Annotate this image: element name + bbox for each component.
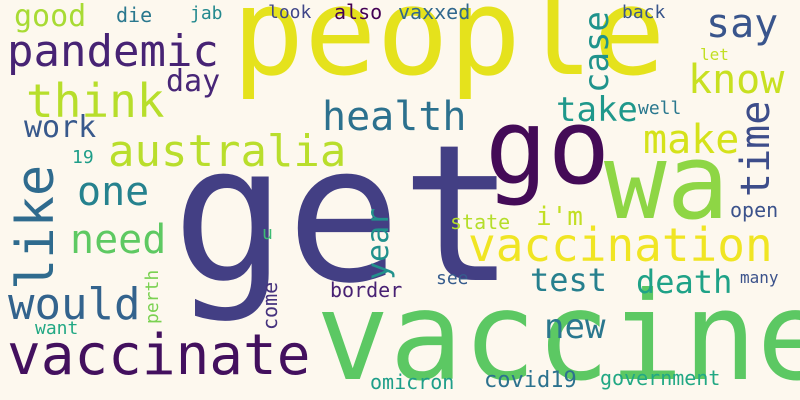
word-covid19: covid19 (484, 368, 577, 393)
word-u: u (262, 223, 273, 244)
word-people: people (232, 0, 666, 103)
word-also: also (334, 0, 383, 24)
word-wa: wa (604, 121, 730, 243)
word-see: see (436, 268, 469, 289)
word-get: get (172, 104, 516, 325)
word-day: day (166, 64, 221, 99)
word-know: know (688, 57, 785, 103)
word-time: time (733, 100, 779, 197)
word-well: well (638, 98, 682, 119)
word-need: need (70, 217, 167, 263)
word-say: say (706, 1, 779, 47)
word-death: death (636, 263, 733, 301)
word-many: many (740, 268, 779, 287)
word-back: back (622, 2, 666, 23)
word-government: government (600, 366, 721, 390)
word-perth: perth (142, 269, 163, 324)
word-jab: jab (190, 3, 223, 24)
word-vaccination: vaccination (468, 218, 773, 272)
word-die: die (116, 3, 153, 27)
word-vaxxed: vaxxed (398, 0, 471, 24)
word-vaccine: vaccine (316, 266, 800, 400)
word-border: border (330, 278, 403, 302)
word-case: case (577, 11, 617, 93)
word-take: take (556, 90, 638, 130)
word-go: go (485, 86, 611, 208)
word-i-m: i'm (536, 202, 583, 232)
word-year: year (361, 207, 396, 280)
word-vaccinate: vaccinate (7, 323, 311, 388)
word-make: make (643, 117, 740, 163)
word-19: 19 (72, 147, 94, 168)
word-want: want (35, 318, 79, 339)
word-come: come (258, 281, 282, 330)
word-work: work (24, 110, 97, 145)
word-let: let (700, 45, 729, 64)
word-like: like (6, 164, 66, 290)
word-omicron: omicron (370, 370, 455, 394)
word-look: look (268, 2, 312, 23)
word-pandemic: pandemic (7, 26, 219, 77)
word-would: would (8, 279, 141, 330)
word-think: think (26, 74, 165, 128)
word-one: one (77, 169, 150, 215)
word-open: open (730, 198, 779, 222)
word-state: state (450, 210, 511, 234)
word-new: new (544, 307, 606, 347)
word-health: health (322, 94, 467, 140)
word-australia: australia (108, 126, 347, 177)
word-test: test (530, 261, 608, 299)
word-good: good (14, 0, 87, 34)
